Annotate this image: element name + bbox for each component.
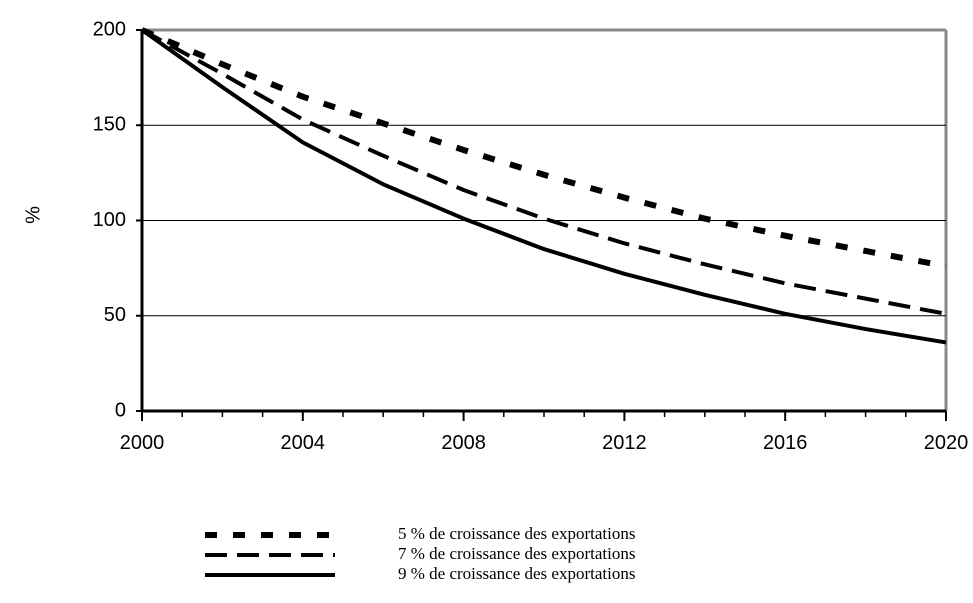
- legend-label: 5 % de croissance des exportations: [398, 524, 635, 543]
- x-tick-label: 2016: [763, 432, 808, 454]
- x-tick-label: 2000: [120, 432, 165, 454]
- legend-label: 7 % de croissance des exportations: [398, 544, 635, 563]
- series-line: [140, 27, 947, 270]
- x-tick-label: 2020: [924, 432, 969, 454]
- y-tick-label: 100: [93, 209, 126, 231]
- legend-label: 9 % de croissance des exportations: [398, 564, 635, 583]
- y-tick-label: 200: [93, 18, 126, 40]
- x-tick-label: 2008: [441, 432, 486, 454]
- y-tick-label: 50: [104, 304, 126, 326]
- y-tick-label: 150: [93, 114, 126, 136]
- series-line: [140, 28, 947, 345]
- x-tick-label: 2012: [602, 432, 647, 454]
- x-tick-label: 2004: [281, 432, 326, 454]
- series-line: [141, 28, 947, 316]
- y-tick-label: 0: [115, 399, 126, 421]
- y-axis-label: %: [22, 206, 44, 224]
